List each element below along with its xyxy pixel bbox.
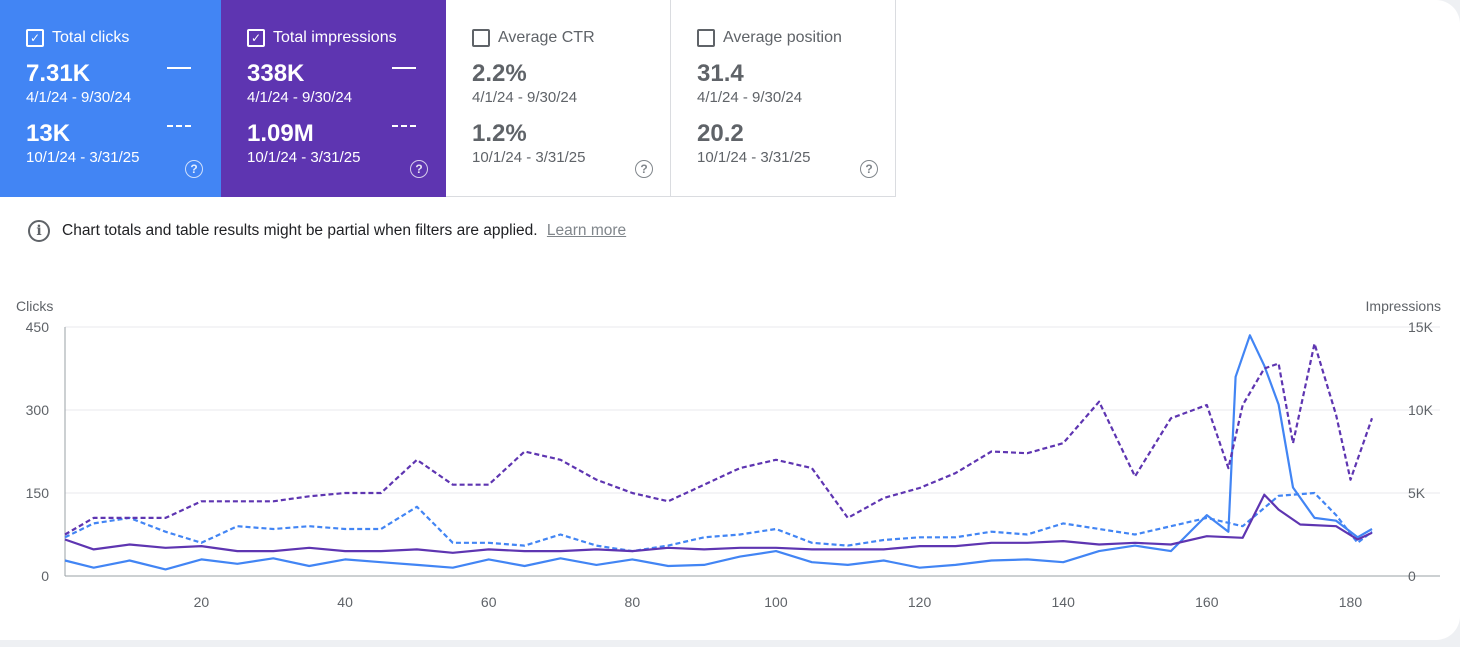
right-axis-title: Impressions [1366,298,1441,314]
previous-value: 20.2 [697,120,744,147]
metric-label: Average position [723,29,842,46]
metric-card-impressions[interactable]: ✓ Total impressions 338K 4/1/24 - 9/30/2… [221,0,446,197]
help-icon[interactable]: ? [410,160,428,178]
left-tick-label: 150 [26,485,50,501]
checkbox-empty-icon[interactable] [472,29,490,47]
metric-card-ctr[interactable]: Average CTR 2.2% 4/1/24 - 9/30/24 1.2% 1… [446,0,671,197]
x-tick-label: 20 [194,594,210,610]
performance-chart: Clicks Impressions 0 150 300 450 0 5K 10K 15K 20 40… [16,298,1441,610]
info-icon: i [28,220,50,242]
metric-label: Average CTR [498,29,595,46]
x-tick-label: 160 [1195,594,1219,610]
metric-card-clicks[interactable]: ✓ Total clicks 7.31K 4/1/24 - 9/30/24 13… [0,0,221,197]
help-icon[interactable]: ? [635,160,653,178]
clicks-solid-series-line [64,334,1373,571]
right-tick-label: 5K [1408,485,1426,501]
legend-dashed-line-icon [167,125,191,127]
legend-dashed-line-icon [392,125,416,127]
previous-range: 10/1/24 - 3/31/25 [26,149,140,166]
previous-range: 10/1/24 - 3/31/25 [472,149,586,166]
help-icon[interactable]: ? [860,160,878,178]
left-tick-label: 0 [41,568,49,584]
impressions-dashed-series-line [64,342,1374,536]
x-tick-label: 40 [337,594,353,610]
check-icon[interactable]: ✓ [26,29,44,47]
legend-solid-line-icon [167,67,191,69]
current-value: 338K [247,60,305,87]
current-range: 4/1/24 - 9/30/24 [26,89,132,106]
current-range: 4/1/24 - 9/30/24 [472,89,578,106]
right-tick-label: 10K [1408,402,1434,418]
current-value: 2.2% [472,60,527,87]
left-tick-label: 300 [26,402,50,418]
legend-solid-line-icon [392,67,416,69]
x-tick-label: 100 [764,594,788,610]
filter-notice: i Chart totals and table results might b… [28,220,626,242]
help-icon[interactable]: ? [185,160,203,178]
x-tick-label: 180 [1339,594,1363,610]
impressions-solid-series-line [64,493,1373,554]
learn-more-link[interactable]: Learn more [546,222,627,239]
previous-range: 10/1/24 - 3/31/25 [247,149,361,166]
current-range: 4/1/24 - 9/30/24 [697,89,803,106]
x-tick-label: 120 [908,594,932,610]
x-tick-label: 60 [481,594,497,610]
current-value: 31.4 [697,60,744,87]
right-tick-label: 15K [1408,319,1434,335]
left-tick-label: 450 [26,319,50,335]
x-tick-label: 140 [1052,594,1076,610]
right-tick-label: 0 [1408,568,1416,584]
current-range: 4/1/24 - 9/30/24 [247,89,353,106]
metric-cards: ✓ Total clicks 7.31K 4/1/24 - 9/30/24 13… [0,0,896,197]
x-tick-label: 80 [625,594,641,610]
previous-value: 13K [26,120,71,147]
metric-card-position[interactable]: Average position 31.4 4/1/24 - 9/30/24 2… [671,0,896,197]
metric-label: Total clicks [52,29,130,46]
check-icon[interactable]: ✓ [247,29,265,47]
previous-value: 1.2% [472,120,527,147]
clicks-dashed-series-line [64,491,1373,553]
previous-range: 10/1/24 - 3/31/25 [697,149,811,166]
left-axis-title: Clicks [16,298,53,314]
current-value: 7.31K [26,60,91,87]
metric-label: Total impressions [273,29,397,46]
checkbox-empty-icon[interactable] [697,29,715,47]
notice-text: Chart totals and table results might be … [62,222,538,239]
previous-value: 1.09M [247,120,314,147]
